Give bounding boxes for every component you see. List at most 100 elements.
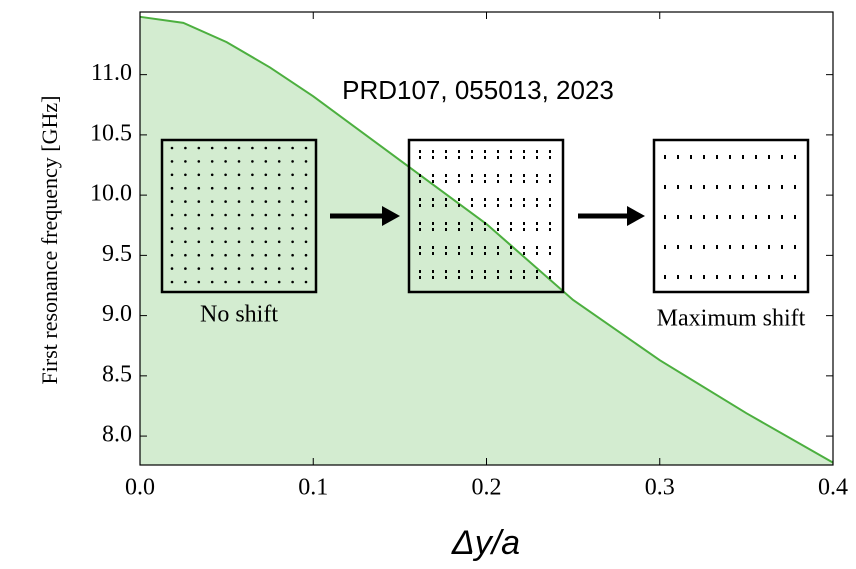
lattice-dot	[277, 253, 281, 257]
lattice-dot	[251, 146, 254, 150]
lattice-dot	[264, 240, 268, 244]
lattice-dot	[184, 280, 187, 284]
lattice-dot	[170, 200, 174, 203]
lattice-dot	[304, 240, 308, 244]
lattice-dot	[210, 173, 214, 177]
lattice-dot	[184, 146, 187, 150]
line	[139, 15, 834, 464]
lattice-dot	[304, 267, 308, 270]
lattice-dot	[197, 267, 201, 270]
lattice-dot	[251, 160, 254, 163]
lattice-dot	[264, 280, 268, 284]
lattice-dot	[210, 146, 214, 150]
y-tick-label: 10.5	[90, 120, 132, 146]
x-tick-label: 0.1	[298, 475, 328, 501]
lattice-dot	[184, 240, 187, 244]
lattice-dot	[237, 186, 241, 190]
lattice-dot	[237, 173, 241, 177]
area	[140, 16, 833, 465]
y-tick-label: 10.0	[90, 181, 132, 207]
lattice-dot	[251, 227, 254, 230]
lattice-dot	[184, 186, 187, 190]
lattice-dot	[237, 280, 241, 284]
lattice-dot	[237, 200, 241, 203]
lattice-dot	[251, 173, 254, 177]
lattice-dot	[291, 240, 294, 244]
lattice-dot	[224, 186, 227, 190]
lattice-dot	[197, 240, 201, 244]
lattice-dot	[291, 267, 294, 270]
y-tick-label: 8.5	[102, 361, 132, 387]
lattice-dot	[197, 200, 201, 203]
lattice-dot	[170, 160, 174, 163]
lattice-dot	[197, 213, 201, 217]
lattice-dot	[304, 146, 308, 150]
y-tick-label: 9.5	[102, 241, 132, 267]
lattice-dot	[197, 253, 201, 257]
lattice-dot	[170, 146, 174, 150]
lattice-dot	[197, 186, 201, 190]
lattice-dot	[197, 173, 201, 177]
lattice-dot	[210, 213, 214, 217]
lattice-dot	[264, 253, 268, 257]
lattice-dot	[291, 213, 294, 217]
lattice-dot	[291, 146, 294, 150]
lattice-dot	[237, 253, 241, 257]
lattice-dot	[251, 200, 254, 203]
lattice-dot	[251, 267, 254, 270]
lattice-dot	[304, 186, 308, 190]
lattice-dot	[291, 160, 294, 163]
lattice-dot	[197, 160, 201, 163]
lattice-dot	[277, 280, 281, 284]
lattice-dot	[304, 280, 308, 284]
lattice-dot	[277, 186, 281, 190]
lattice-dot	[170, 280, 174, 284]
x-tick-label: 0.4	[818, 475, 848, 501]
lattice-dot	[291, 200, 294, 203]
lattice-dot	[224, 253, 227, 257]
x-tick-label: 0.2	[472, 475, 502, 501]
lattice-dot	[277, 146, 281, 150]
lattice-dot	[277, 160, 281, 163]
arrow-head	[627, 206, 645, 226]
lattice-dot	[264, 267, 268, 270]
y-tick-label: 9.0	[102, 301, 132, 327]
lattice-dot	[210, 253, 214, 257]
lattice-dot	[237, 267, 241, 270]
lattice-dot	[264, 146, 268, 150]
lattice-dot	[237, 213, 241, 217]
lattice-dot	[170, 173, 174, 177]
lattice-dot	[170, 213, 174, 217]
lattice-dot	[224, 267, 227, 270]
lattice-dot	[170, 186, 174, 190]
lattice-dot	[224, 227, 227, 230]
x-axis-label: Δy/a	[451, 524, 520, 562]
x-tick-label: 0.0	[125, 475, 155, 501]
lattice-dot	[210, 200, 214, 203]
lattice-dot	[224, 160, 227, 163]
lattice-dot	[184, 227, 187, 230]
lattice-dot	[210, 160, 214, 163]
lattice-dot	[184, 173, 187, 177]
lattice-dot	[277, 267, 281, 270]
lattice-dot	[304, 200, 308, 203]
lattice-dot	[304, 253, 308, 257]
lattice-dot	[197, 146, 201, 150]
arrow-head	[382, 206, 400, 226]
lattice-dot	[224, 146, 227, 150]
y-axis-label: First resonance frequency [GHz]	[37, 96, 62, 385]
lattice-dot	[264, 200, 268, 203]
lattice-dot	[197, 227, 201, 230]
lattice-dot	[277, 213, 281, 217]
lattice-dot	[184, 267, 187, 270]
lattice-dot	[210, 186, 214, 190]
y-tick-label: 8.0	[102, 422, 132, 448]
lattice-dot	[291, 186, 294, 190]
lattice-dot	[170, 253, 174, 257]
lattice-dot	[277, 173, 281, 177]
lattice-dot	[291, 253, 294, 257]
lattice-dot	[251, 213, 254, 217]
lattice-dot	[264, 173, 268, 177]
lattice-dot	[264, 227, 268, 230]
